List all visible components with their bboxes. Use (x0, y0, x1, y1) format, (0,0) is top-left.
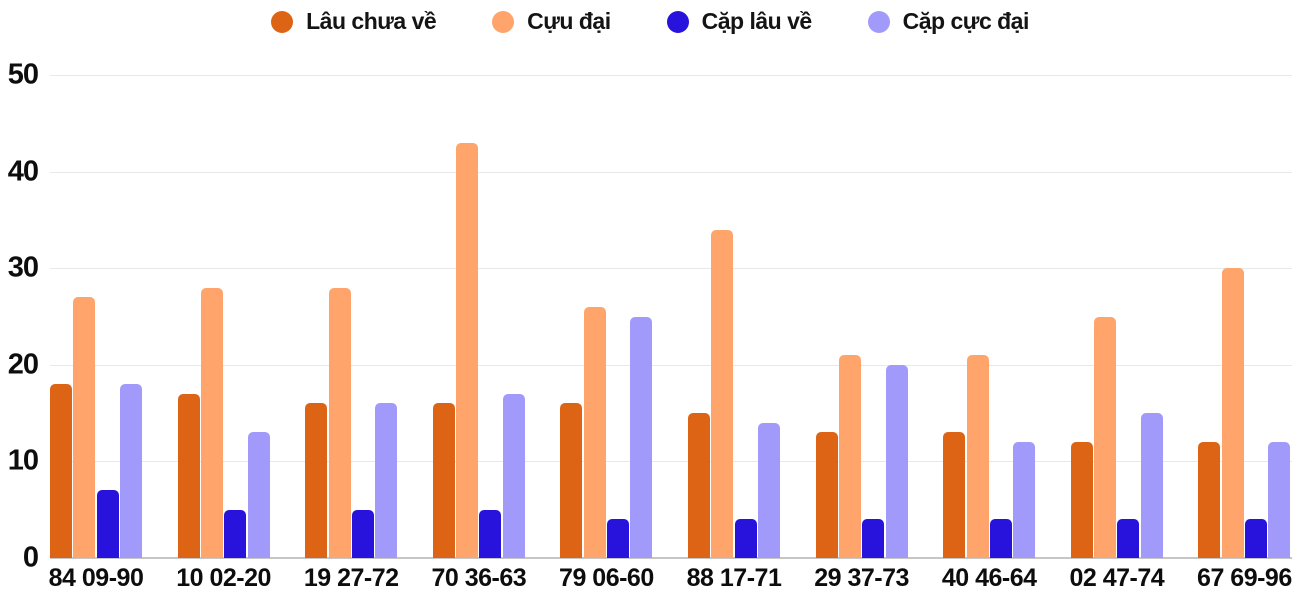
bar[interactable] (734, 519, 757, 558)
x-axis-line (50, 557, 1292, 559)
legend-item-2[interactable]: Cựu đại (492, 8, 611, 35)
gridline (50, 75, 1292, 76)
bar[interactable] (1094, 316, 1117, 558)
x-axis-category-label: 19 27-72 (303, 564, 399, 592)
bar[interactable] (885, 364, 908, 558)
bar[interactable] (711, 229, 734, 558)
legend-marker-icon (492, 10, 515, 33)
bar[interactable] (560, 403, 583, 558)
x-axis-category-label: 70 36-63 (431, 564, 527, 592)
bar[interactable] (1140, 413, 1163, 558)
y-axis-tick-label: 40 (7, 155, 39, 188)
bar[interactable] (328, 287, 351, 558)
bar[interactable] (688, 413, 710, 558)
bar[interactable] (177, 393, 200, 558)
x-axis-category-label: 02 47-74 (1069, 564, 1165, 592)
gridline (50, 268, 1292, 270)
bar[interactable] (351, 509, 374, 558)
bar[interactable] (862, 519, 885, 558)
bar[interactable] (583, 306, 606, 558)
gridline (50, 171, 1292, 173)
legend-item-3[interactable]: Cặp lâu về (666, 8, 813, 35)
legend-marker-icon (666, 10, 689, 33)
bar[interactable] (1268, 442, 1291, 558)
gridline (50, 364, 1292, 366)
y-axis-tick-label: 30 (7, 251, 39, 284)
bar[interactable] (375, 403, 398, 558)
legend-label: Cặp lâu về (701, 8, 813, 34)
bar[interactable] (479, 509, 502, 558)
bar[interactable] (815, 432, 838, 558)
bar[interactable] (838, 355, 861, 558)
legend-marker-icon (867, 10, 890, 33)
y-axis-tick-label: 50 (7, 58, 39, 91)
legend-label: Cựu đại (527, 8, 611, 34)
bar[interactable] (943, 432, 966, 558)
bar[interactable] (456, 142, 479, 558)
x-axis-category-label: 84 09-90 (48, 564, 144, 592)
chart-legend: Lâu chưa về Cựu đại Cặp lâu về Cặp cực đại (0, 8, 1300, 35)
bar[interactable] (96, 490, 119, 558)
legend-label: Cặp cực đại (902, 8, 1030, 34)
bar[interactable] (1070, 442, 1093, 558)
bar[interactable] (247, 432, 270, 558)
y-axis-tick-label: 20 (7, 348, 39, 381)
bar[interactable] (1198, 442, 1221, 558)
bar[interactable] (119, 384, 142, 558)
x-axis-category-label: 40 46-64 (941, 564, 1037, 592)
bar[interactable] (432, 403, 455, 558)
y-axis-tick-label: 10 (7, 444, 39, 477)
y-axis-tick-label: 0 (22, 541, 39, 574)
legend-marker-icon (271, 10, 294, 33)
legend-item-1[interactable]: Lâu chưa về (271, 8, 437, 35)
bar[interactable] (200, 287, 223, 558)
bar[interactable] (1221, 268, 1244, 558)
bar[interactable] (1013, 442, 1036, 558)
bar[interactable] (630, 316, 653, 558)
legend-label: Lâu chưa về (306, 8, 437, 34)
x-axis-category-label: 88 17-71 (686, 564, 782, 592)
x-axis-category-label: 10 02-20 (176, 564, 271, 592)
bar[interactable] (1117, 519, 1140, 558)
x-axis-category-label: 79 06-60 (559, 564, 654, 592)
bar[interactable] (50, 384, 72, 558)
bar[interactable] (224, 509, 247, 558)
gridline (50, 461, 1292, 463)
bar[interactable] (757, 422, 780, 558)
bar[interactable] (607, 519, 629, 558)
bar[interactable] (966, 355, 989, 558)
legend-item-4[interactable]: Cặp cực đại (867, 8, 1030, 35)
bar[interactable] (305, 403, 328, 558)
bar[interactable] (1245, 519, 1267, 558)
bar[interactable] (73, 297, 96, 558)
bar[interactable] (502, 393, 525, 558)
x-axis-category-label: 29 37-73 (814, 564, 909, 592)
x-axis-category-label: 67 69-96 (1197, 564, 1292, 592)
bar[interactable] (989, 519, 1012, 558)
